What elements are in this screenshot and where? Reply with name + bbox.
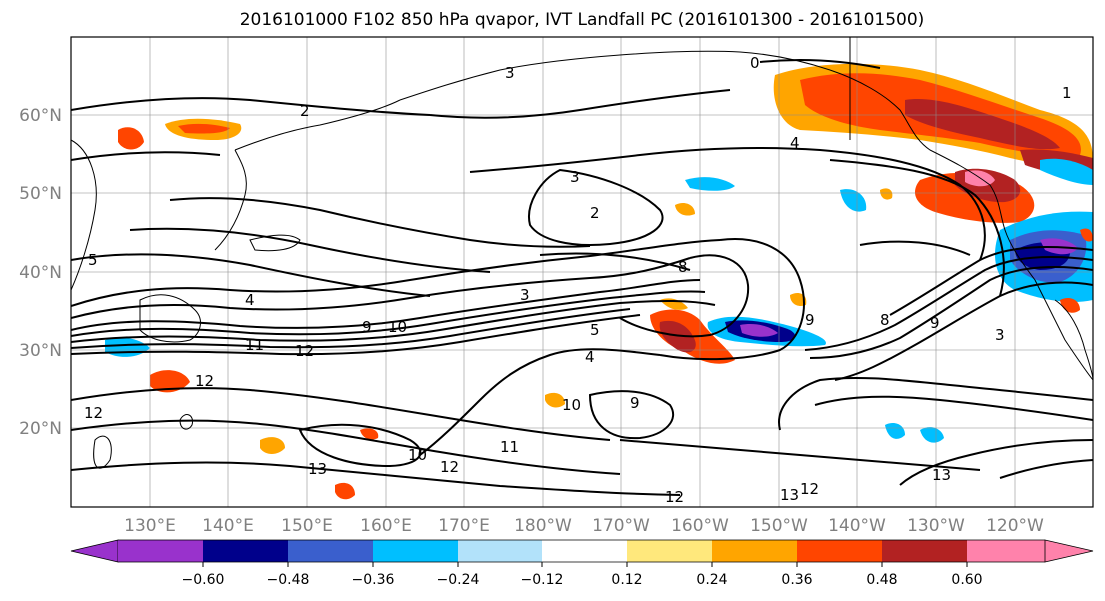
lat-tick-label: 30°N [19, 341, 62, 361]
colorbar-segment [797, 540, 882, 562]
colorbar-tick-label: 0.48 [866, 572, 897, 588]
colorbar-segment [712, 540, 797, 562]
contour-label: 3 [995, 326, 1005, 344]
longitude-tick-labels: 130°E 140°E 150°E 160°E 170°E 180°W 170°… [124, 516, 1044, 536]
contour-label: 4 [245, 291, 255, 309]
lat-tick-label: 60°N [19, 106, 62, 126]
lon-tick-label: 130°W [907, 516, 965, 536]
contour-label: 12 [440, 458, 459, 476]
latitude-tick-labels: 20°N 30°N 40°N 50°N 60°N [19, 106, 62, 439]
contour-label: 12 [195, 372, 214, 390]
contour-label: 9 [930, 314, 940, 332]
contour-label: 12 [84, 404, 103, 422]
colorbar-tick-label: 0.36 [781, 572, 812, 588]
contour-label: 12 [665, 488, 684, 506]
contour-label: 1 [1062, 84, 1072, 102]
map-gridlines [71, 37, 1093, 507]
contour-label: 9 [805, 311, 815, 329]
colorbar-tick-label: 0.24 [696, 572, 727, 588]
colorbar-segment [118, 540, 203, 562]
colorbar-segment [967, 540, 1045, 562]
contour-label: 5 [590, 321, 600, 339]
lon-tick-label: 140°W [828, 516, 886, 536]
contour-label: 3 [570, 168, 580, 186]
contour-label: 3 [520, 286, 530, 304]
colorbar-tick-label: −0.24 [437, 572, 480, 588]
ivt-contours [71, 59, 1093, 496]
contour-label: 8 [880, 311, 890, 329]
contour-label: 10 [562, 396, 581, 414]
lon-tick-label: 140°E [202, 516, 254, 536]
contour-label: 5 [88, 251, 98, 269]
lon-tick-label: 180°W [514, 516, 572, 536]
colorbar-tick-label: 0.12 [611, 572, 642, 588]
colorbar-segment [627, 540, 712, 562]
contour-label: 11 [500, 438, 519, 456]
contour-label: 4 [585, 348, 595, 366]
contour-label: 10 [408, 446, 427, 464]
colorbar-segment [458, 540, 542, 562]
contour-label: 9 [630, 394, 640, 412]
lat-tick-label: 40°N [19, 263, 62, 283]
lon-tick-label: 130°E [124, 516, 176, 536]
colorbar-extend-min [70, 539, 119, 563]
colorbar-segment [203, 540, 288, 562]
colorbar-segment [373, 540, 458, 562]
lon-tick-label: 160°E [360, 516, 412, 536]
colorbar-segment [542, 540, 627, 562]
contour-label: 0 [750, 54, 760, 72]
lon-tick-label: 120°W [986, 516, 1044, 536]
contour-label: 12 [800, 480, 819, 498]
figure-title: 2016101000 F102 850 hPa qvapor, IVT Land… [240, 10, 925, 30]
contour-label: 11 [245, 336, 264, 354]
colorbar-segment [288, 540, 373, 562]
colorbar: −0.60 −0.48 −0.36 −0.24 −0.12 0.12 0.24 … [70, 539, 1094, 588]
contour-label: 4 [790, 134, 800, 152]
colorbar-segment [882, 540, 967, 562]
colorbar-tick-label: −0.48 [267, 572, 310, 588]
lon-tick-label: 150°E [281, 516, 333, 536]
colorbar-ticks [202, 562, 968, 567]
lat-tick-label: 20°N [19, 419, 62, 439]
lon-tick-label: 160°W [671, 516, 729, 536]
contour-label: 10 [388, 318, 407, 336]
colorbar-tick-label: −0.60 [182, 572, 225, 588]
colorbar-tick-label: −0.36 [352, 572, 395, 588]
contour-label: 9 [362, 318, 372, 336]
colorbar-tick-label: −0.12 [521, 572, 564, 588]
contour-label: 2 [590, 204, 600, 222]
contour-label: 13 [932, 466, 951, 484]
lon-tick-label: 150°W [750, 516, 808, 536]
contour-label: 12 [295, 342, 314, 360]
colorbar-extend-max [1044, 539, 1094, 563]
colorbar-tick-label: 0.60 [951, 572, 982, 588]
contour-label: 13 [780, 486, 799, 504]
contour-label: 8 [678, 258, 688, 276]
map-panel: 0 1 2 2 3 3 3 3 4 4 4 5 5 8 8 9 9 9 9 10 [70, 36, 1094, 508]
coastlines [71, 37, 1093, 469]
contour-labels: 0 1 2 2 3 3 3 3 4 4 4 5 5 8 8 9 9 9 9 10 [84, 54, 1072, 506]
lat-tick-label: 50°N [19, 184, 62, 204]
lon-tick-label: 170°W [592, 516, 650, 536]
contour-label: 13 [308, 460, 327, 478]
lon-tick-label: 170°E [438, 516, 490, 536]
contour-label: 3 [505, 64, 515, 82]
contour-label: 2 [300, 102, 310, 120]
map-frame [70, 36, 1094, 508]
